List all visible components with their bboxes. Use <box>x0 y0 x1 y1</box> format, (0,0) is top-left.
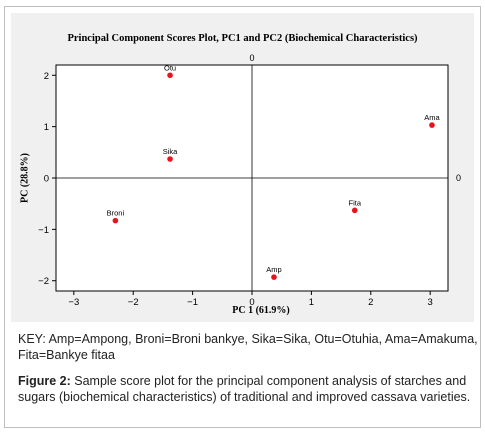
reference-label-right: 0 <box>456 173 461 183</box>
y-tick-label: 0 <box>44 174 49 185</box>
data-point-ama <box>429 122 435 128</box>
figure-frame: 0 0 −3 −2 −1 0 1 2 3 −2 −1 0 1 2 Otu Ama Sika Broni Fita Am… <box>4 6 481 428</box>
x-tick-label: −1 <box>187 297 198 308</box>
y-tick-label: −1 <box>38 225 49 236</box>
point-label-broni: Broni <box>107 209 125 218</box>
figure-caption: Figure 2: Sample score plot for the prin… <box>18 373 480 405</box>
data-point-otu <box>167 72 173 79</box>
score-plot: 0 0 −3 −2 −1 0 1 2 3 −2 −1 0 1 2 Otu Ama Sika Broni Fita Am… <box>38 53 461 308</box>
y-tick-label: −2 <box>38 276 49 287</box>
x-tick-label: 3 <box>428 297 433 308</box>
data-point-broni <box>112 217 119 224</box>
x-tick-label: −3 <box>68 297 79 308</box>
data-point-sika <box>167 156 173 162</box>
x-axis-label: PC 1 (61.9%) <box>232 305 290 316</box>
data-point-fita <box>351 207 358 214</box>
reference-label-top: 0 <box>249 53 254 63</box>
point-label-fita: Fita <box>348 198 361 207</box>
key-text: KEY: Amp=Ampong, Broni=Broni bankye, Sik… <box>18 332 478 362</box>
point-label-sika: Sika <box>163 147 178 156</box>
x-tick-label: −2 <box>128 297 139 308</box>
chart-title: Principal Component Scores Plot, PC1 and… <box>67 33 418 44</box>
x-tick-label: 0 <box>249 297 254 308</box>
point-label-otu: Otu <box>164 63 176 72</box>
y-tick-label: 2 <box>44 71 49 82</box>
caption-label: Figure 2: <box>18 374 71 388</box>
y-axis-label: PC (28.8%) <box>19 153 31 203</box>
data-point-amp <box>271 274 277 280</box>
point-label-ama: Ama <box>424 113 440 122</box>
y-tick-label: 1 <box>44 122 49 133</box>
plot-panel: 0 0 −3 −2 −1 0 1 2 3 −2 −1 0 1 2 Otu Ama Sika Broni Fita Am… <box>11 13 474 322</box>
x-tick-label: 2 <box>368 297 373 308</box>
caption-text: Sample score plot for the principal comp… <box>18 374 471 404</box>
point-label-amp: Amp <box>266 265 281 274</box>
x-tick-label: 1 <box>309 297 314 308</box>
